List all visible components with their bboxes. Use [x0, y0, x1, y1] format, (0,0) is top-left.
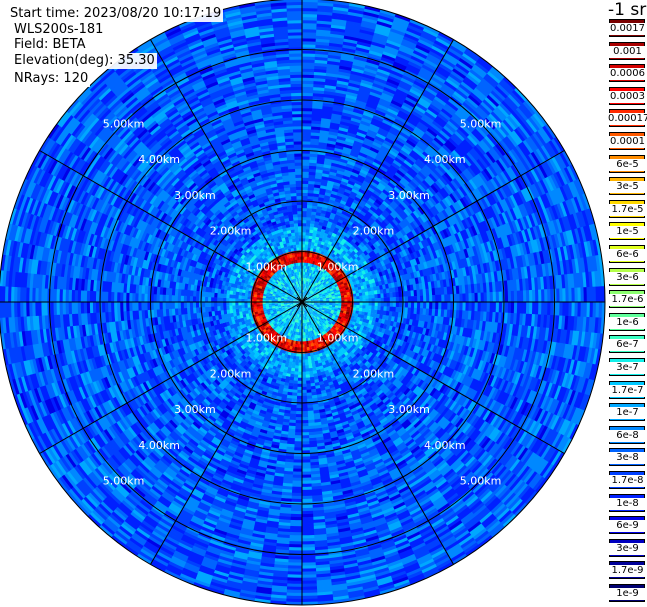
range-gate-cell — [302, 189, 308, 193]
range-gate-cell — [417, 296, 421, 303]
range-gate-cell — [302, 226, 306, 230]
range-gate-cell — [384, 302, 388, 307]
range-gate-cell — [414, 296, 418, 302]
range-gate-cell — [381, 302, 385, 307]
range-gate-cell — [396, 302, 400, 307]
range-gate-cell — [302, 196, 308, 200]
range-gate-cell — [420, 296, 424, 303]
range-gate-cell — [302, 186, 308, 190]
range-gate-cell — [411, 302, 415, 308]
range-gate-cell — [366, 302, 370, 306]
range-gate-cell — [302, 205, 307, 209]
range-gate-cell — [302, 180, 309, 184]
range-gate-cell — [369, 302, 373, 306]
range-gate-cell — [302, 229, 306, 233]
range-gate-cell — [426, 302, 430, 309]
range-gate-cell — [417, 302, 421, 309]
range-gate-cell — [438, 295, 442, 303]
range-gate-cell — [372, 302, 376, 306]
range-gate-cell — [302, 235, 306, 239]
range-gate-cell — [378, 302, 382, 306]
range-gate-cell — [302, 214, 307, 218]
range-gate-cell — [302, 183, 309, 187]
range-gate-cell — [405, 302, 409, 308]
range-gate-cell — [302, 241, 305, 245]
range-gate-cell — [363, 302, 367, 306]
range-gate-cell — [393, 297, 397, 302]
range-gate-cell — [302, 220, 307, 224]
range-gate-cell — [402, 297, 406, 303]
range-gate-cell — [302, 223, 306, 227]
range-gate-cell — [423, 302, 427, 309]
range-gate-cell — [302, 208, 307, 212]
range-gate-cell — [302, 174, 309, 178]
range-gate-cell — [405, 296, 409, 302]
range-gate-cell — [302, 199, 308, 203]
range-gate-cell — [429, 295, 433, 302]
range-gate-cell — [399, 297, 403, 303]
range-gate-cell — [302, 193, 308, 197]
range-gate-cell — [335, 298, 339, 300]
range-gate-cell — [402, 302, 406, 308]
range-gate-cell — [302, 217, 307, 221]
range-gate-cell — [420, 302, 424, 309]
range-gate-cell — [408, 302, 412, 308]
range-gate-cell — [444, 294, 448, 302]
range-gate-cell — [435, 295, 439, 303]
range-gate-cell — [302, 177, 309, 181]
range-gate-cell — [423, 295, 427, 302]
range-gate-cell — [390, 297, 394, 302]
range-gate-cell — [393, 302, 397, 307]
range-gate-cell — [432, 295, 436, 302]
range-gate-cell — [396, 297, 400, 302]
range-gate-cell — [302, 202, 308, 206]
range-gate-cell — [375, 302, 379, 306]
range-gate-cell — [387, 302, 391, 307]
range-gate-cell — [426, 295, 430, 302]
range-gate-cell — [414, 302, 418, 308]
range-gate-cell — [390, 302, 394, 307]
range-gate-cell — [408, 296, 412, 302]
range-gate-cell — [302, 232, 306, 236]
range-gate-cell — [302, 211, 307, 215]
range-gate-cell — [399, 302, 403, 308]
range-gate-cell — [359, 302, 363, 305]
range-gate-cell — [411, 296, 415, 302]
range-gate-cell — [447, 294, 451, 302]
range-gate-cell — [302, 238, 306, 242]
